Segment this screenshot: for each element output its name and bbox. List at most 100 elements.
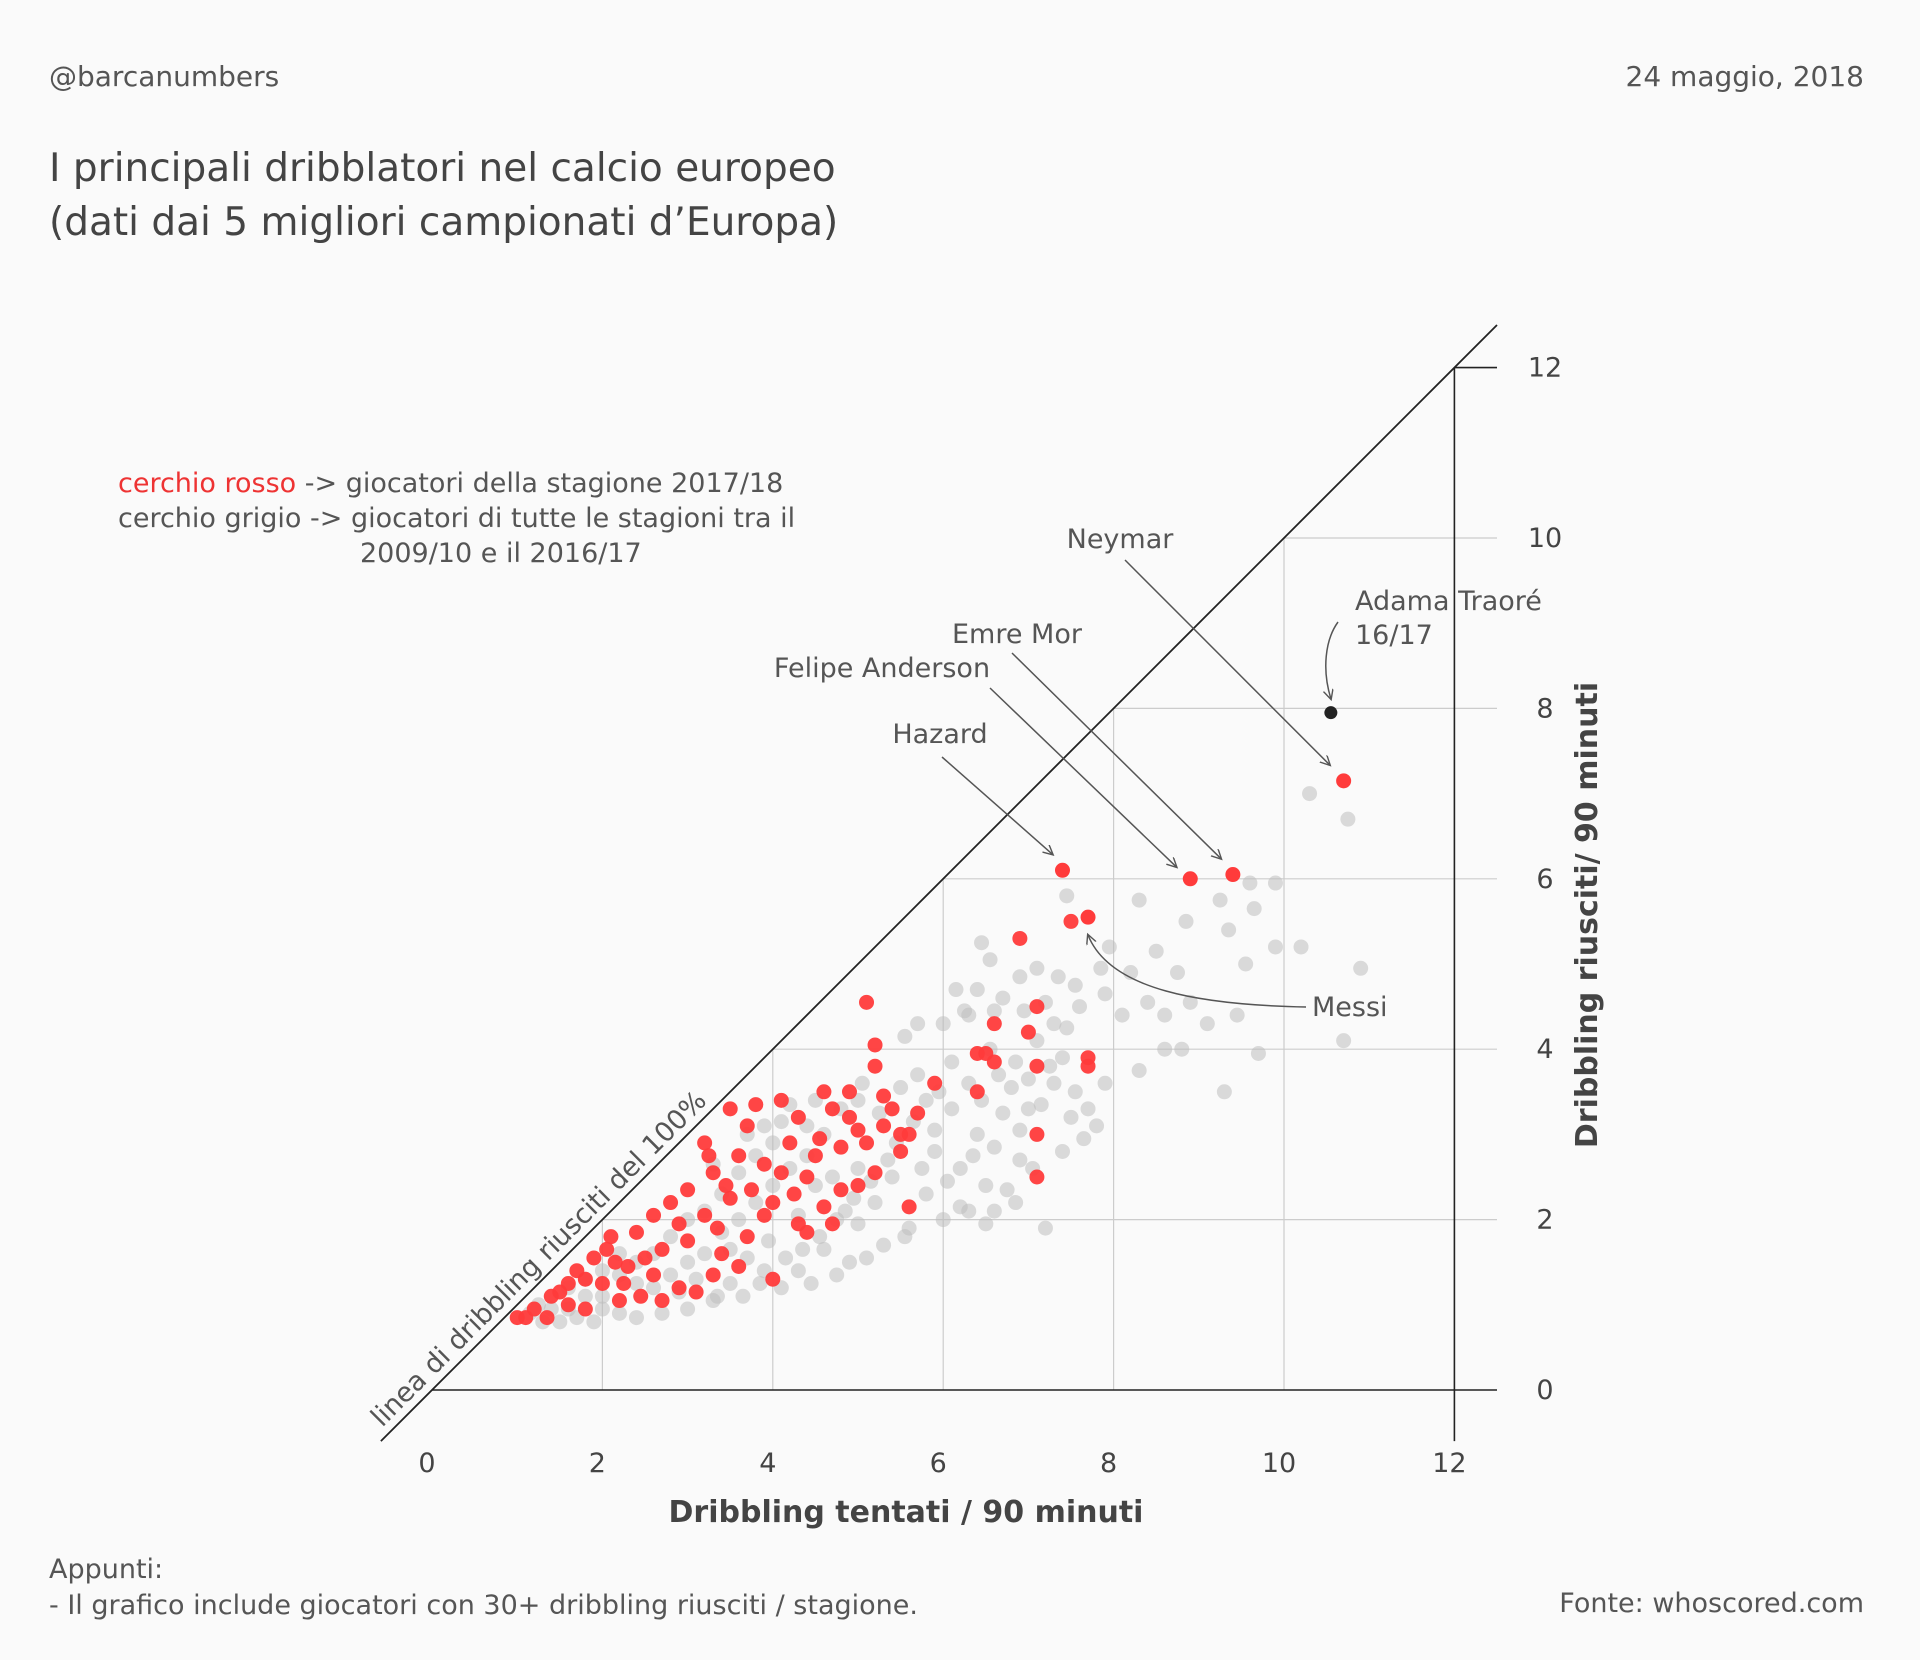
grey-point-163	[1016, 1003, 1032, 1019]
grey-point-12	[1178, 913, 1194, 929]
legend-grey-entry-continued: 2009/10 e il 2016/17	[360, 538, 642, 569]
x-tick-label-6: 6	[930, 1448, 947, 1479]
red-point-75	[697, 1207, 713, 1223]
grey-point-9	[1267, 875, 1283, 891]
grey-point-52	[978, 1178, 994, 1194]
red-point-50	[594, 1276, 610, 1291]
grey-point-11	[1212, 892, 1228, 908]
red-point-29	[816, 1084, 832, 1100]
red-point-27	[773, 1092, 789, 1108]
grey-point-142	[765, 1135, 781, 1151]
red-point-1	[1012, 930, 1028, 946]
red-point-56	[509, 1310, 525, 1326]
grey-point-186	[829, 1267, 845, 1283]
tick-labels: 0 2 4 6 8 10 12 0 2 4 6 8 10 12	[418, 353, 1562, 1479]
grey-point-118	[1131, 1063, 1147, 1078]
grey-point-88	[731, 1212, 747, 1228]
legend-red-label: cerchio rosso	[118, 468, 297, 499]
grey-point-40	[1054, 1050, 1070, 1066]
annotation-arrow-3	[941, 756, 1052, 854]
red-point-60	[603, 1229, 619, 1245]
red-point-32	[850, 1122, 866, 1138]
red-point-89	[569, 1263, 585, 1279]
red-point-40	[765, 1195, 781, 1211]
annotation-label-3: Hazard	[892, 719, 987, 750]
grey-point-31	[974, 935, 990, 951]
grey-point-61	[850, 1216, 866, 1232]
grey-point-158	[773, 1114, 789, 1130]
highlight-point-0	[1336, 773, 1352, 789]
red-point-9	[1080, 1058, 1096, 1074]
red-point-70	[859, 1135, 875, 1151]
red-point-83	[901, 1199, 917, 1215]
grey-point-56	[935, 1212, 951, 1228]
grey-point-18	[1216, 1084, 1232, 1100]
annotation-arrow-0	[1124, 559, 1330, 765]
red-point-12	[986, 1054, 1002, 1070]
chart-title-line-1: I principali dribblatori nel calcio euro…	[49, 146, 836, 191]
grey-point-74	[586, 1314, 602, 1330]
red-point-67	[782, 1135, 798, 1151]
red-point-22	[1029, 1169, 1045, 1185]
red-point-52	[560, 1297, 576, 1313]
x-tick-label-12: 12	[1432, 1448, 1466, 1479]
grey-point-33	[910, 1016, 926, 1032]
grey-point-111	[1072, 999, 1088, 1015]
y-axis-label: Dribbling riusciti/ 90 minuti	[1570, 682, 1605, 1148]
highlight-point-1	[1225, 867, 1241, 883]
grey-point-20	[1170, 965, 1185, 981]
grey-point-58	[918, 1186, 934, 1202]
highlight-point-5	[1324, 706, 1338, 720]
grey-point-152	[594, 1263, 610, 1279]
grey-point-30	[982, 952, 998, 968]
y-tick-label-6: 6	[1536, 864, 1553, 895]
diagonal-label: linea di dribbling riusciti del 100%	[365, 1085, 713, 1433]
red-point-47	[654, 1241, 670, 1257]
red-point-0	[1063, 913, 1079, 929]
grey-point-172	[880, 1152, 896, 1168]
grey-point-113	[1114, 1007, 1130, 1023]
red-point-31	[841, 1109, 857, 1125]
red-point-61	[628, 1224, 644, 1240]
grey-point-27	[1029, 960, 1045, 976]
red-point-43	[714, 1246, 730, 1262]
red-point-4	[1029, 999, 1045, 1015]
grey-point-1	[1340, 811, 1356, 827]
annotation-arrow-5	[1326, 621, 1339, 699]
legend-red-entry: cerchio rosso -> giocatori della stagion…	[118, 466, 795, 501]
grey-point-120	[867, 1195, 883, 1211]
red-point-26	[748, 1097, 764, 1113]
grey-point-116	[1182, 994, 1198, 1010]
red-point-82	[833, 1182, 849, 1198]
red-point-10	[1029, 1058, 1045, 1074]
x-tick-label-2: 2	[589, 1448, 606, 1479]
red-point-87	[671, 1280, 687, 1296]
grey-point-80	[854, 1075, 870, 1091]
grey-point-100	[910, 1067, 926, 1083]
red-point-14	[867, 1058, 883, 1074]
grey-point-6	[1238, 956, 1254, 972]
grey-point-43	[1089, 1118, 1105, 1134]
grey-point-48	[969, 1126, 985, 1142]
grey-point-160	[969, 982, 985, 998]
grey-point-134	[999, 1182, 1015, 1198]
red-point-6	[1020, 1024, 1036, 1040]
red-point-76	[671, 1216, 687, 1232]
grey-point-73	[594, 1301, 610, 1317]
red-point-15	[841, 1084, 857, 1100]
grey-point-174	[846, 1190, 862, 1206]
red-point-20	[969, 1084, 985, 1100]
annotation-label-5-line-2: 16/17	[1355, 620, 1433, 651]
red-point-84	[756, 1156, 772, 1172]
highlight-point-3	[1054, 862, 1070, 878]
axes	[380, 324, 1498, 1442]
annotation-label-0: Neymar	[1067, 524, 1175, 555]
grey-point-117	[1199, 1016, 1215, 1032]
grey-point-51	[952, 1160, 968, 1176]
red-point-39	[790, 1216, 806, 1232]
grey-point-59	[884, 1169, 900, 1185]
red-point-33	[893, 1143, 909, 1159]
grey-point-176	[812, 1229, 828, 1245]
grey-point-47	[1003, 1080, 1019, 1096]
